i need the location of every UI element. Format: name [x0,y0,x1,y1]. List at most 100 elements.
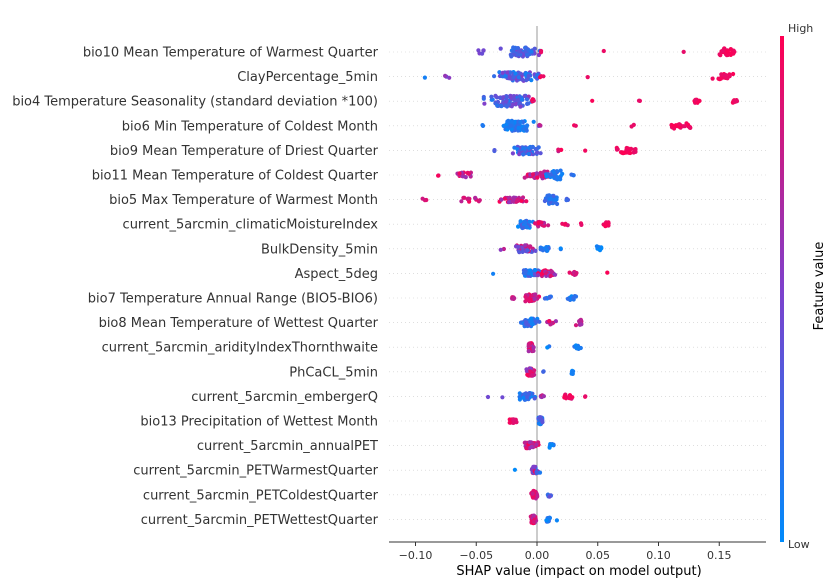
shap-point [536,220,541,226]
shap-point [482,101,487,106]
x-tick-label: −0.05 [459,549,493,562]
feature-row-dots [485,391,588,402]
shap-point [508,123,513,128]
shap-point [530,172,536,177]
shap-point [531,464,536,469]
dots-layer [420,45,740,526]
shap-point [525,248,530,253]
shap-point [677,122,682,127]
x-tick-label: 0.05 [586,549,611,562]
shap-point [534,469,539,474]
shap-point [564,198,569,203]
shap-point [553,319,559,324]
shap-point [533,221,538,226]
shap-point [524,224,530,230]
shap-point [506,200,511,205]
shap-point [519,198,524,203]
shap-point [585,75,590,80]
shap-point [527,219,532,224]
shap-point [510,151,515,156]
shap-point [522,146,527,151]
shap-point [524,97,530,102]
shap-point [511,196,516,202]
feature-label: current_5arcmin_PETColdestQuarter [143,488,379,503]
shap-point [518,52,523,57]
shap-point [511,420,516,425]
shap-point [436,173,441,178]
shap-point [530,144,535,150]
feature-label: current_5arcmin_aridityIndexThornthwaite [102,341,378,356]
feature-label: BulkDensity_5min [261,242,378,257]
shap-point [731,71,736,77]
feature-row-dots [481,93,740,109]
shap-point [579,222,584,227]
shap-point [526,146,531,151]
shap-point [570,395,575,400]
shap-point [567,270,572,275]
shap-point [538,245,543,250]
feature-row-dots [522,440,556,451]
shap-point [500,395,505,400]
shap-point [517,391,522,396]
shap-point [498,247,503,252]
shap-point [523,127,529,132]
shap-point [527,391,532,397]
shap-point [541,369,546,374]
feature-row-dots [507,415,545,427]
shap-point [532,396,537,401]
shap-point [462,195,467,200]
shap-point [509,54,514,59]
row-gridlines [389,51,766,520]
shap-point [465,170,470,175]
shap-point [555,201,560,207]
shap-point [528,369,533,374]
feature-label: bio9 Mean Temperature of Driest Quarter [110,144,379,159]
shap-point [624,145,629,151]
feature-row-dots [518,316,584,329]
shap-point [522,175,527,180]
shap-point [538,50,544,55]
shap-point [459,199,464,204]
x-axis-title: SHAP value (impact on model output) [456,564,701,579]
colorbar-low-label: Low [788,538,810,551]
shap-point [521,395,526,400]
feature-row-dots [526,341,583,354]
shap-point [522,93,527,99]
shap-point [500,70,505,75]
shap-point [516,75,521,80]
shap-point [547,515,552,520]
shap-point [725,49,730,54]
shap-point [501,95,506,100]
shap-point [481,48,486,53]
shap-point [597,247,603,252]
shap-point [526,349,531,354]
feature-label: bio4 Temperature Seasonality (standard d… [12,95,378,110]
feature-row-dots [509,292,579,304]
shap-point [516,224,521,229]
x-axis-ticks: −0.10 −0.05 0.00 0.05 0.10 0.15 [399,542,732,562]
feature-row-dots [498,243,604,255]
shap-point [687,125,692,130]
shap-point [524,367,529,372]
shap-point [545,345,550,350]
shap-point [523,45,528,51]
shap-point [560,171,565,176]
shap-point [480,51,485,56]
shap-point [571,295,576,300]
shap-point [578,318,583,323]
shap-point [517,94,522,99]
shap-point [463,175,468,180]
shap-point [601,48,606,54]
shap-point [527,341,532,346]
shap-point [548,273,553,278]
feature-label: bio11 Mean Temperature of Coldest Quarte… [92,169,379,184]
shap-point [536,421,542,426]
shap-point [544,518,549,523]
shap-point [516,244,521,249]
shap-point [520,77,525,82]
shap-point [631,122,636,127]
shap-point [567,395,572,400]
shap-point [583,148,588,153]
shap-point [554,197,559,202]
